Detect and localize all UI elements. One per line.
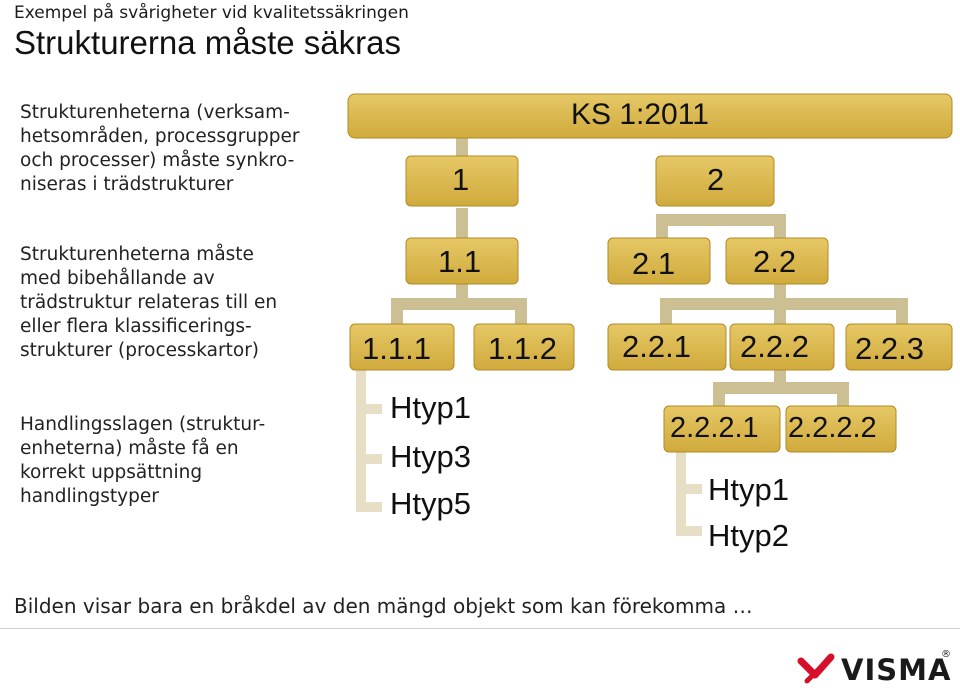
visma-logo-mark-icon — [797, 653, 835, 684]
node-2-2-label: 2.2 — [753, 244, 797, 279]
node-root-label: KS 1:2011 — [571, 98, 709, 131]
visma-logo: VISMA ® — [795, 649, 955, 689]
connector-n2-bar — [656, 214, 786, 226]
node-2-2-box — [725, 237, 829, 285]
tree-node-boxes — [347, 93, 953, 453]
tree-connectors — [391, 136, 908, 408]
node-1-1-2-box — [473, 323, 575, 371]
node-2-2-2-1-label: 2.2.2.1 — [670, 412, 759, 444]
connector-n11-stem — [456, 284, 468, 304]
node-2-2-3-label: 2.2.3 — [855, 331, 924, 366]
connector-n222-right — [837, 382, 849, 408]
connector-root-1 — [456, 136, 468, 156]
leaf-connector-b-1 — [676, 484, 702, 494]
node-2-2-2-2-label: 2.2.2.2 — [788, 412, 877, 444]
leaf-connector-a-3 — [356, 502, 382, 512]
node-2-2-2-label: 2.2.2 — [740, 329, 809, 364]
node-2-2-2-2-box — [785, 405, 897, 453]
leaf-connector-b-2 — [676, 526, 702, 536]
visma-logo-text: VISMA — [841, 653, 952, 687]
connector-n2-right — [774, 214, 786, 240]
slide-title: Strukturerna måste säkras — [14, 24, 401, 61]
node-2-label: 2 — [707, 162, 725, 197]
connector-n11-left — [391, 298, 403, 326]
footer-note: Bilden visar bara en bråkdel av den mäng… — [14, 594, 753, 618]
paragraph-classification: Strukturenheterna måste med bibehållande… — [20, 244, 278, 361]
node-1-1-label: 1.1 — [438, 244, 482, 279]
registered-mark: ® — [941, 649, 951, 660]
connector-n222-bar — [713, 382, 849, 394]
connector-n22-mid — [774, 284, 786, 326]
paragraph-synchronize: Strukturenheterna (verksam- hetsområden,… — [20, 102, 300, 195]
connector-n11-right — [515, 298, 527, 326]
connector-n22-right — [896, 298, 908, 326]
leaf-htyp-a2: Htyp3 — [390, 439, 471, 474]
node-root-box — [347, 93, 953, 139]
leaf-connectors — [356, 370, 702, 536]
node-1-1-1-label: 1.1.1 — [362, 331, 431, 366]
node-2-1-label: 2.1 — [632, 246, 676, 281]
leaf-htyp-a1: Htyp1 — [390, 390, 471, 425]
leaf-connector-a-2 — [356, 454, 382, 464]
paragraph-record-types: Handlingsslagen (struktur- enheterna) må… — [20, 414, 266, 507]
connector-n2-left — [656, 214, 668, 240]
connector-n222-left — [713, 382, 725, 408]
node-1-label: 1 — [452, 162, 470, 197]
node-1-1-2-label: 1.1.2 — [488, 331, 557, 366]
node-2-1-box — [607, 237, 711, 285]
leaf-connector-a-vertical — [356, 370, 366, 512]
node-1-1-1-box — [349, 323, 455, 371]
leaf-htyp-a3: Htyp5 — [390, 486, 471, 521]
leaf-htyp-b1: Htyp1 — [708, 472, 789, 507]
node-2-2-2-box — [729, 323, 835, 371]
node-2-2-2-1-box — [663, 405, 781, 453]
node-2-2-1-label: 2.2.1 — [622, 329, 691, 364]
slide-subtitle: Exempel på svårigheter vid kvalitetssäkr… — [14, 3, 409, 23]
leaf-connector-a-1 — [356, 404, 382, 414]
node-2-2-3-box — [845, 323, 953, 371]
leaf-htyp-b2: Htyp2 — [708, 518, 789, 553]
node-1-box — [405, 155, 519, 207]
node-2-box — [655, 155, 775, 207]
connector-n22-left — [660, 298, 672, 326]
node-2-2-1-box — [607, 323, 727, 371]
footer-divider — [0, 628, 960, 629]
connector-n1-n11 — [456, 208, 468, 240]
node-1-1-box — [405, 237, 519, 285]
